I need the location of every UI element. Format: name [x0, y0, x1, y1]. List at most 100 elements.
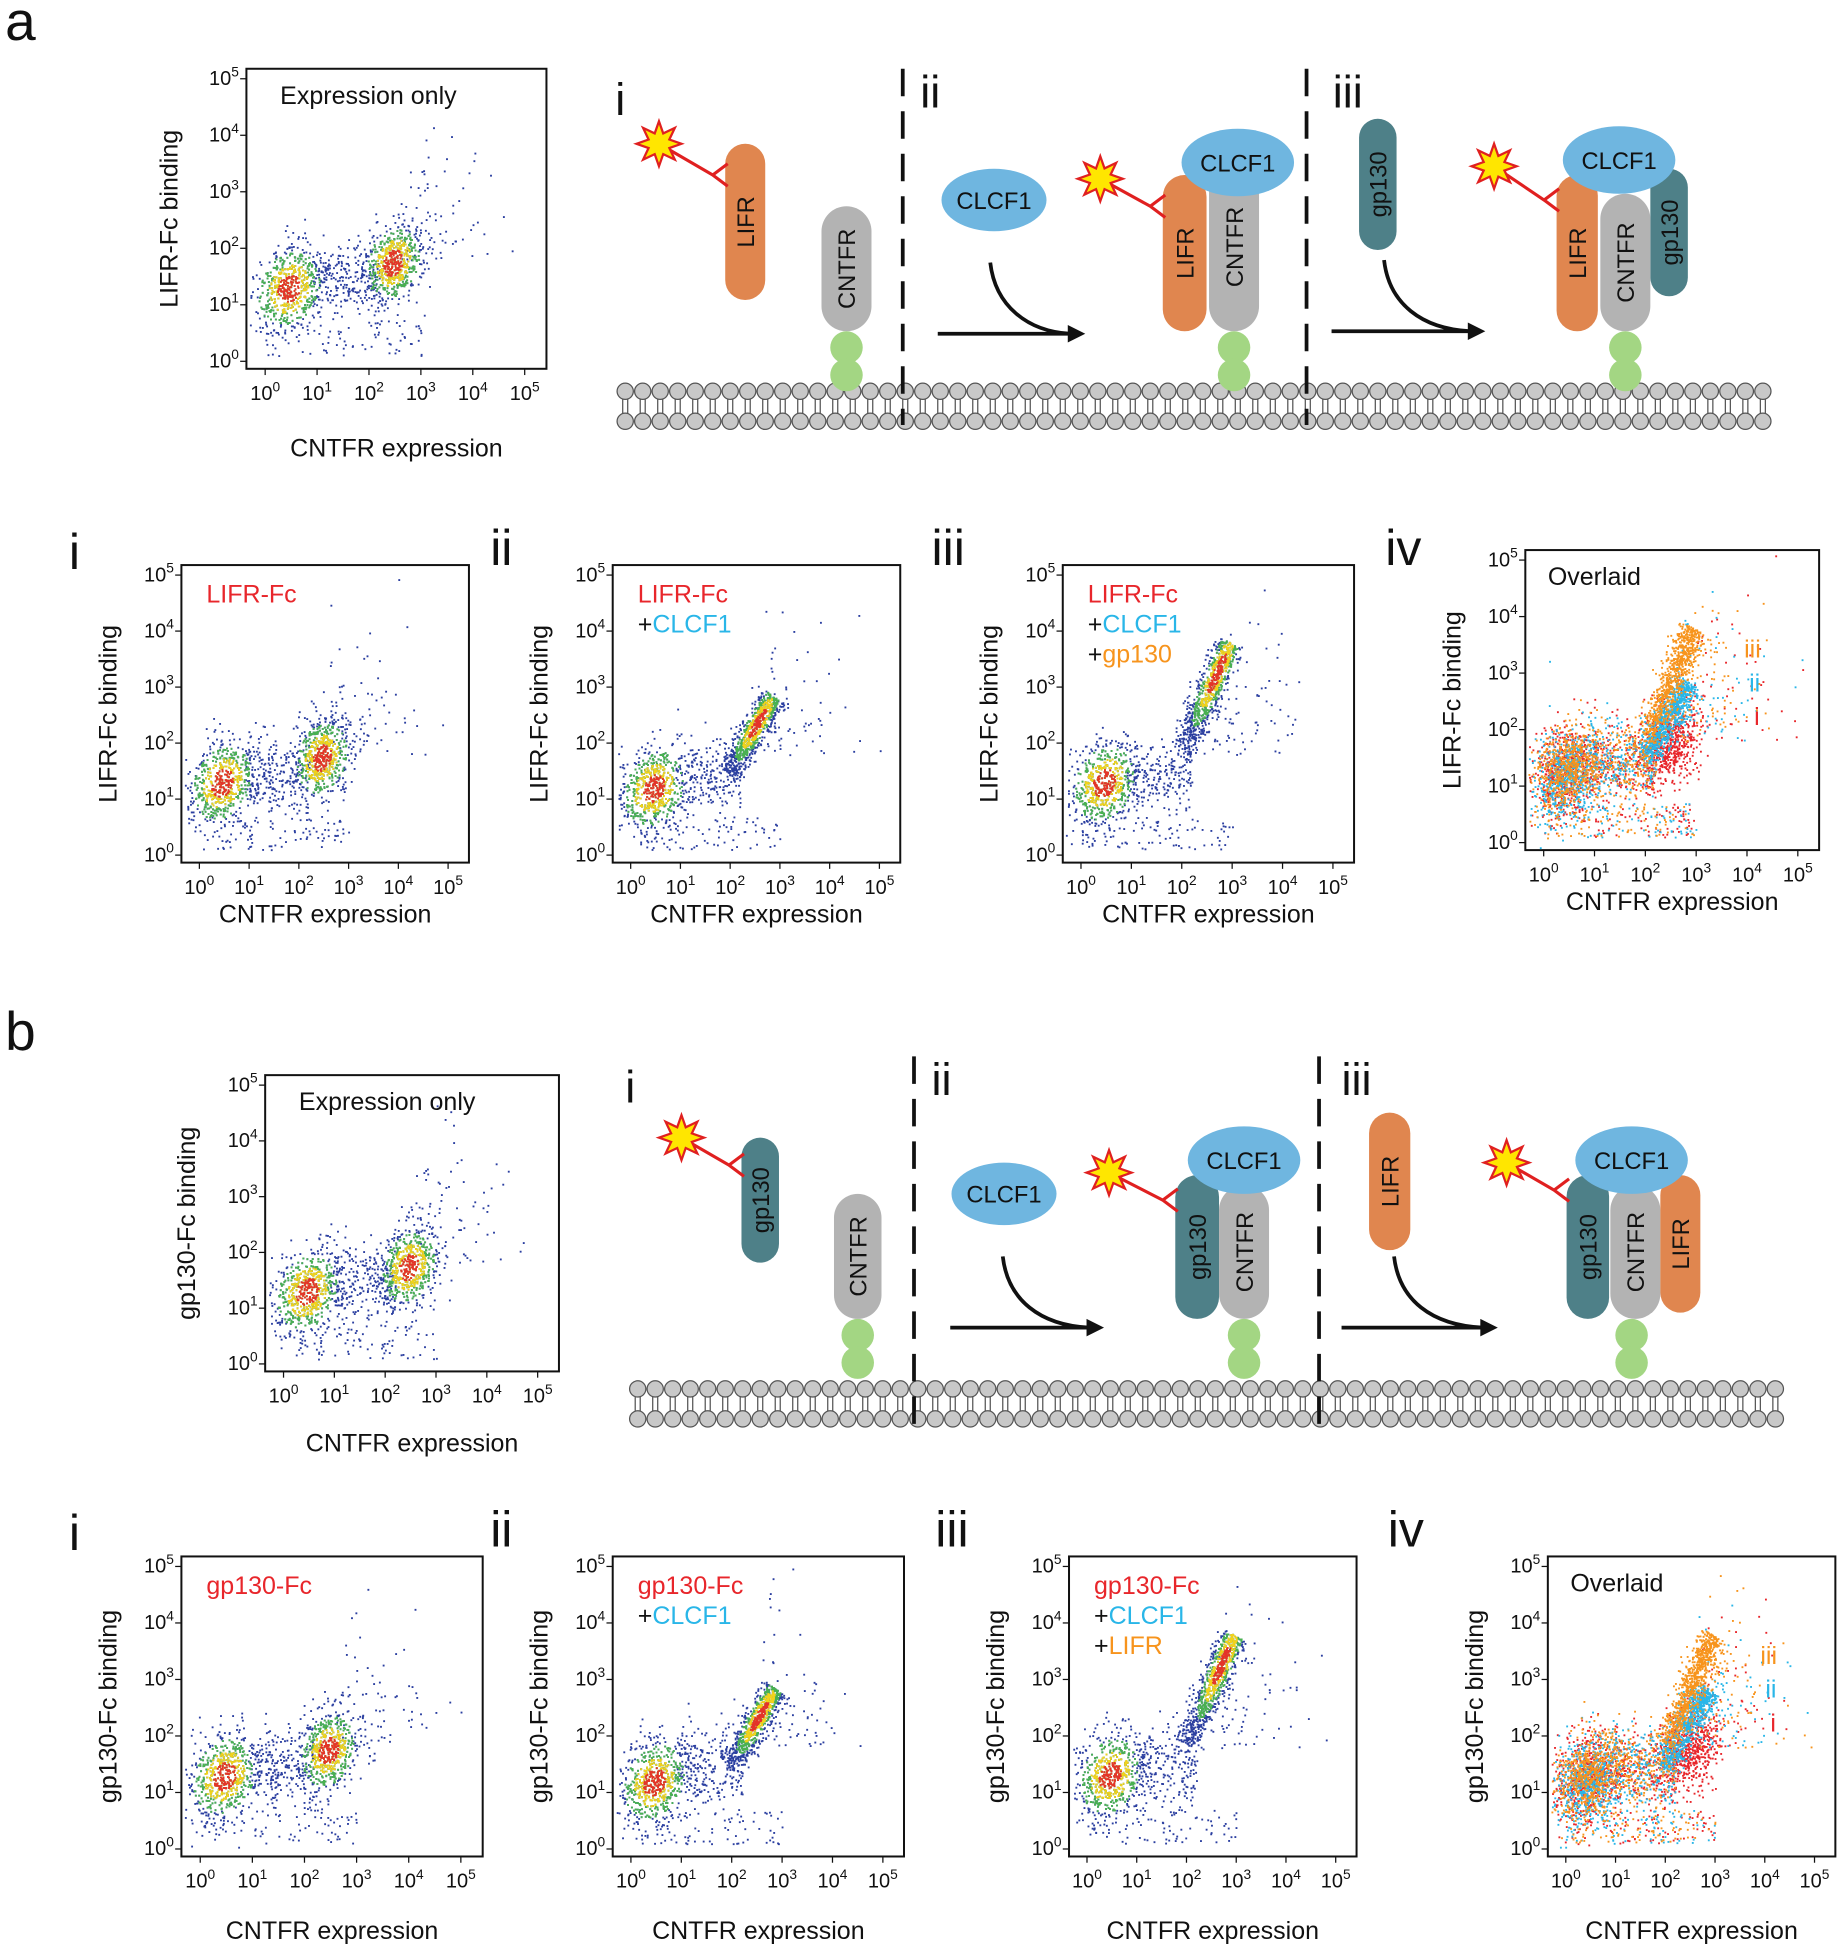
lipid-head — [944, 1380, 962, 1398]
arrow-head — [1467, 322, 1486, 341]
lipid-head — [1001, 382, 1020, 401]
lipid-head — [1434, 1410, 1452, 1428]
plot-legend: +CLCF1 — [1088, 611, 1182, 639]
lipid-head — [1334, 412, 1352, 431]
arrow-head — [1480, 1318, 1498, 1337]
tick-base: 10 — [575, 1556, 597, 1578]
x-tick-label: 102 — [354, 379, 384, 405]
legend-part: + — [1094, 1602, 1109, 1630]
lipid-head — [1136, 1380, 1155, 1398]
tick-base: 10 — [575, 564, 597, 586]
tick-exponent: 4 — [494, 1382, 502, 1397]
tick-exponent: 0 — [1533, 1834, 1541, 1849]
y-tick-label: 101 — [575, 1778, 605, 1804]
tick-exponent: 4 — [1290, 873, 1298, 888]
density-dots — [194, 724, 348, 820]
tick-base: 10 — [1025, 620, 1047, 642]
lipid-head — [1626, 1380, 1645, 1398]
tick-base: 10 — [1510, 1838, 1532, 1860]
lipid-head — [1661, 1410, 1680, 1428]
tick-exponent: 4 — [416, 1867, 424, 1882]
x-tick-label: 105 — [446, 1867, 476, 1893]
protein — [1359, 118, 1397, 251]
lipid-head — [751, 1380, 769, 1398]
arrow — [950, 1256, 1095, 1330]
protein-label: CNTFR — [845, 1216, 872, 1296]
legend-part: LIFR — [1109, 1632, 1163, 1660]
protein-label: LIFR — [1172, 227, 1199, 278]
tick-base: 10 — [1488, 662, 1510, 684]
protein — [1562, 126, 1676, 194]
tick-base: 10 — [1488, 549, 1510, 571]
lipid-head — [651, 412, 669, 431]
linker — [680, 1136, 745, 1178]
tick-base: 10 — [421, 1386, 443, 1408]
lipid-head — [949, 382, 967, 401]
y-tick-label: 100 — [1510, 1834, 1540, 1860]
lipid-head — [1281, 412, 1300, 431]
x-tick-label: 101 — [1116, 873, 1146, 899]
x-tick-label: 100 — [269, 1382, 299, 1408]
y-tick-label: 100 — [144, 841, 174, 867]
subpanel-label: iv — [1388, 1501, 1424, 1557]
plot-legend: +gp130 — [1088, 641, 1172, 669]
lipid-head — [1596, 412, 1615, 431]
tick-base: 10 — [1800, 1871, 1822, 1893]
subpanel-label: ii — [490, 520, 512, 576]
tick-exponent: 0 — [1088, 873, 1096, 888]
y-tick-label: 104 — [228, 1126, 258, 1152]
tick-exponent: 4 — [231, 121, 239, 136]
lipid-head — [896, 412, 914, 431]
lipid-head — [1381, 1380, 1400, 1398]
lipid-head — [1596, 382, 1615, 401]
fluorophore — [1083, 1146, 1135, 1199]
tick-base: 10 — [1032, 1669, 1054, 1691]
membrane-domain — [1609, 358, 1642, 392]
tick-exponent: 5 — [1822, 1867, 1830, 1882]
step-label: ii — [932, 1054, 952, 1105]
lipid-head — [1754, 412, 1772, 431]
protein-label: CNTFR — [1613, 222, 1640, 302]
plot-legend: +CLCF1 — [1094, 1602, 1188, 1630]
tick-exponent: 3 — [1244, 1867, 1252, 1882]
y-tick-label: 101 — [575, 785, 605, 811]
tick-exponent: 2 — [1673, 1867, 1681, 1882]
y-axis-label: gp130-Fc binding — [1461, 1610, 1489, 1803]
y-tick-label: 100 — [575, 1834, 605, 1860]
y-tick-label: 102 — [1025, 729, 1055, 755]
x-tick-label: 102 — [717, 1867, 747, 1893]
lipid-head — [966, 412, 985, 431]
y-axis-label: gp130-Fc binding — [982, 1610, 1010, 1803]
lipid-head — [628, 1380, 647, 1398]
tick-exponent: 4 — [1754, 861, 1762, 876]
membrane-domain — [1609, 331, 1642, 364]
tick-base: 10 — [284, 877, 306, 899]
tick-base: 10 — [144, 1612, 166, 1634]
lipid-head — [873, 1410, 892, 1428]
tick-base: 10 — [1510, 1556, 1532, 1578]
lipid-head — [873, 1380, 892, 1398]
x-tick-label: 100 — [1066, 873, 1096, 899]
lipid-head — [1491, 412, 1510, 431]
lipid-head — [1526, 382, 1545, 401]
y-tick-label: 104 — [144, 617, 174, 643]
plot-legend: gp130-Fc — [638, 1572, 744, 1600]
lipid-head — [891, 1410, 909, 1428]
lipid-head — [944, 1410, 962, 1428]
x-axis-label: CNTFR expression — [1566, 888, 1779, 916]
tick-exponent: 3 — [1239, 873, 1247, 888]
plot-title: Expression only — [299, 1088, 476, 1116]
lipid-head — [1521, 1410, 1540, 1428]
plot-legend: gp130-Fc — [1094, 1572, 1200, 1600]
lipid-head — [1019, 412, 1037, 431]
lipid-head — [891, 1380, 909, 1398]
x-tick-label: 100 — [185, 1867, 215, 1893]
lipid-head — [1281, 382, 1300, 401]
tick-exponent: 1 — [231, 290, 239, 305]
x-tick-label: 103 — [334, 873, 364, 899]
legend-part: gp130-Fc — [1094, 1572, 1200, 1600]
lipid-head — [1644, 1410, 1662, 1428]
density-dots — [1529, 555, 1805, 839]
lipid-head — [1404, 382, 1422, 401]
x-tick-label: 103 — [767, 1867, 797, 1893]
